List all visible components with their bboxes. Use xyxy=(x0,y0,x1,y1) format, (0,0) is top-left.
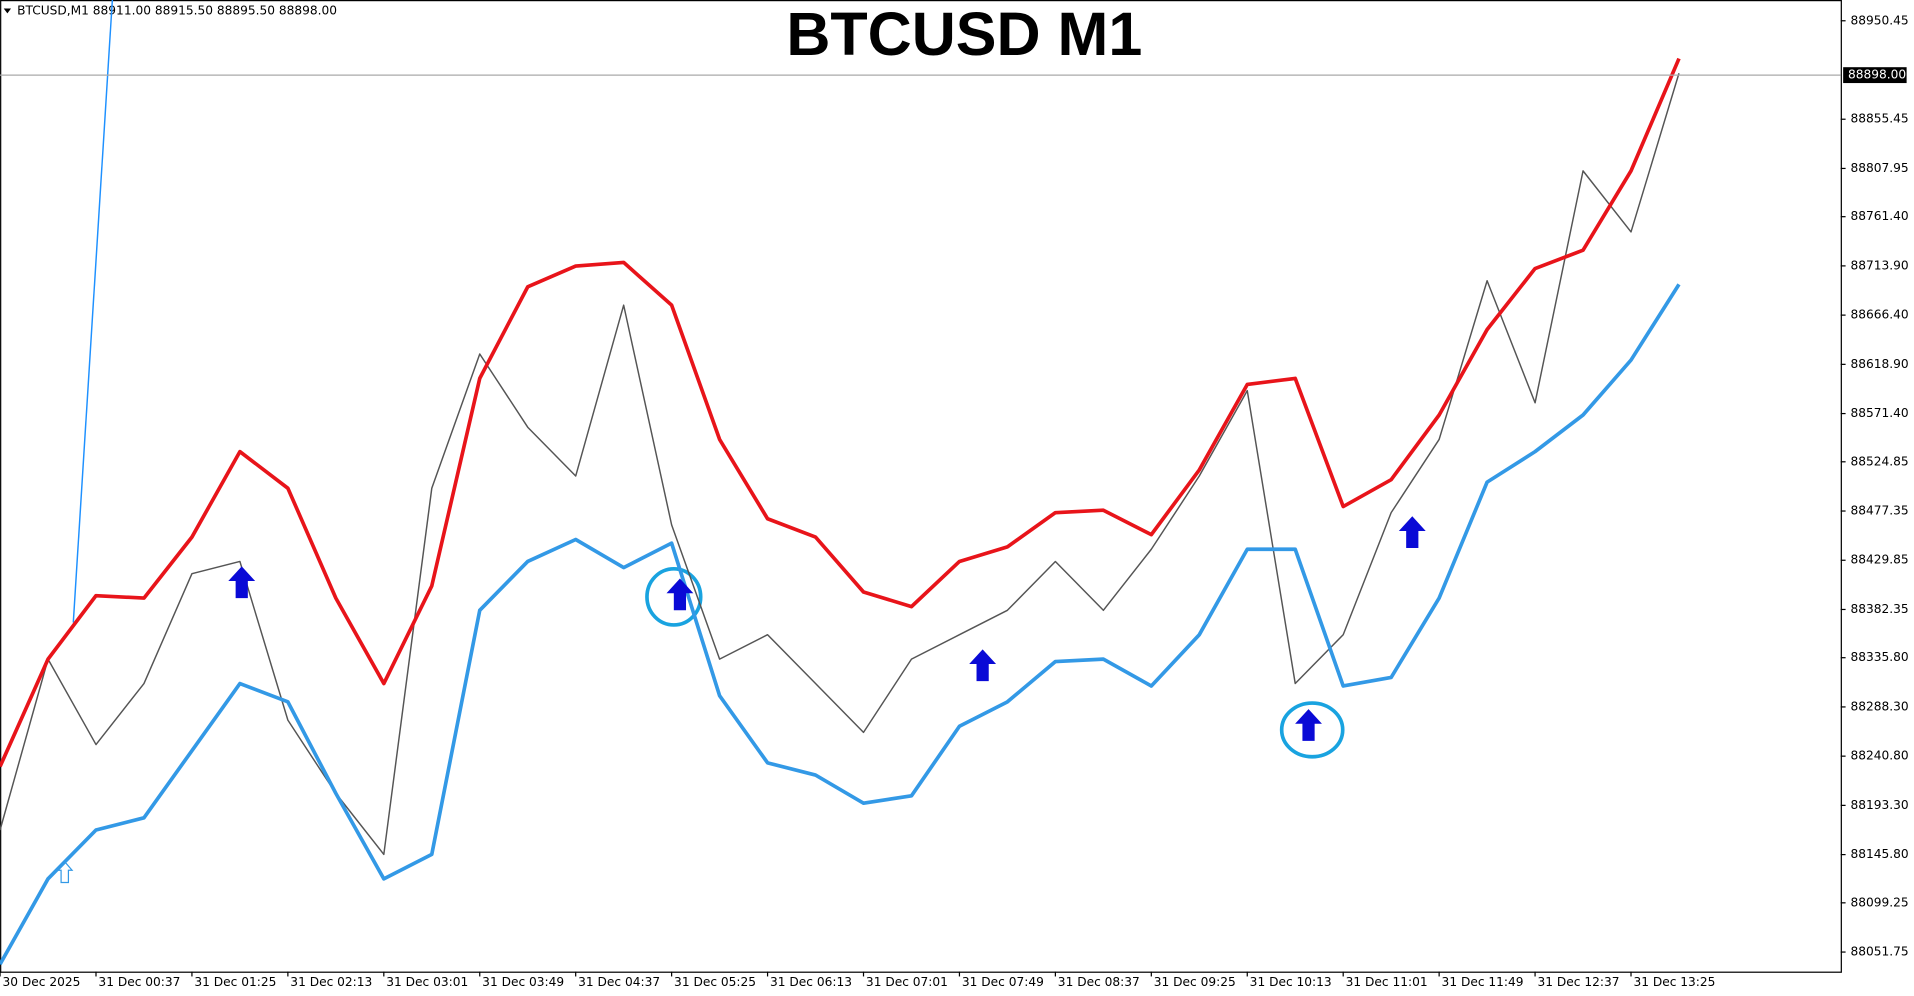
price-tag xyxy=(1843,67,1907,84)
header: BTCUSD,M1 88911.00 88915.50 88895.50 888… xyxy=(17,3,337,17)
highlight-circle xyxy=(1279,701,1345,759)
y-tick-label: 88477.35 xyxy=(1850,504,1908,518)
x-tick-label: 31 Dec 07:49 xyxy=(962,975,1044,989)
up-arrow xyxy=(228,566,256,599)
x-tick-label: 31 Dec 12:37 xyxy=(1538,975,1620,989)
price-line xyxy=(0,73,1680,856)
up-arrow xyxy=(969,649,997,682)
y-tick-label: 88618.90 xyxy=(1850,357,1908,371)
y-tick-label: 88193.30 xyxy=(1850,798,1908,812)
x-tick-label: 31 Dec 09:25 xyxy=(1154,975,1236,989)
small-arrow xyxy=(56,860,74,884)
y-tick-label: 88240.80 xyxy=(1850,749,1908,763)
x-tick-label: 30 Dec 2025 xyxy=(3,975,81,989)
x-tick-label: 31 Dec 13:25 xyxy=(1633,975,1715,989)
x-tick-label: 31 Dec 03:49 xyxy=(482,975,564,989)
y-tick-label: 88382.35 xyxy=(1850,602,1908,616)
up-arrow xyxy=(1398,516,1426,549)
y-tick-label: 88099.25 xyxy=(1850,895,1908,909)
plot-frame xyxy=(0,0,1842,973)
price-tag-label: 88898.00 xyxy=(1848,68,1906,82)
y-tick-label: 88855.45 xyxy=(1850,112,1908,126)
y-tick-label: 88761.40 xyxy=(1850,209,1908,223)
x-tick-label: 31 Dec 07:01 xyxy=(866,975,948,989)
x-tick-label: 31 Dec 06:13 xyxy=(770,975,852,989)
x-tick-label: 31 Dec 04:37 xyxy=(578,975,660,989)
up-arrow xyxy=(666,578,694,611)
y-tick-label: 88571.40 xyxy=(1850,406,1908,420)
menu-arrow[interactable] xyxy=(3,8,12,14)
up-arrow xyxy=(1295,709,1322,741)
band-line xyxy=(0,57,1681,768)
y-tick-label: 88950.45 xyxy=(1850,13,1908,27)
x-tick-label: 31 Dec 03:01 xyxy=(386,975,468,989)
y-tick-label: 88666.40 xyxy=(1850,308,1908,322)
x-tick-label: 31 Dec 00:37 xyxy=(98,975,180,989)
signal-arrows xyxy=(56,516,1426,884)
y-tick-label: 88145.80 xyxy=(1850,847,1908,861)
y-tick-label: 88288.30 xyxy=(1850,699,1908,713)
chart-title: BTCUSD M1 xyxy=(786,0,1142,68)
band-line xyxy=(0,283,1681,966)
x-tick-label: 31 Dec 11:01 xyxy=(1346,975,1428,989)
y-tick-label: 88429.85 xyxy=(1850,553,1908,567)
highlight-circle xyxy=(645,566,703,627)
y-tick-label: 88335.80 xyxy=(1850,650,1908,664)
y-tick-label: 88807.95 xyxy=(1850,161,1908,175)
x-tick-label: 31 Dec 05:25 xyxy=(674,975,756,989)
y-tick-label: 88051.75 xyxy=(1850,945,1908,959)
x-tick-label: 31 Dec 02:13 xyxy=(290,975,372,989)
y-tick-label: 88524.85 xyxy=(1850,454,1908,468)
indicator-line xyxy=(72,0,114,623)
x-tick-label: 31 Dec 10:13 xyxy=(1250,975,1332,989)
x-tick-label: 31 Dec 08:37 xyxy=(1058,975,1140,989)
x-tick-label: 31 Dec 01:25 xyxy=(194,975,276,989)
y-tick-label: 88713.90 xyxy=(1850,258,1908,272)
x-tick-label: 31 Dec 11:49 xyxy=(1442,975,1524,989)
